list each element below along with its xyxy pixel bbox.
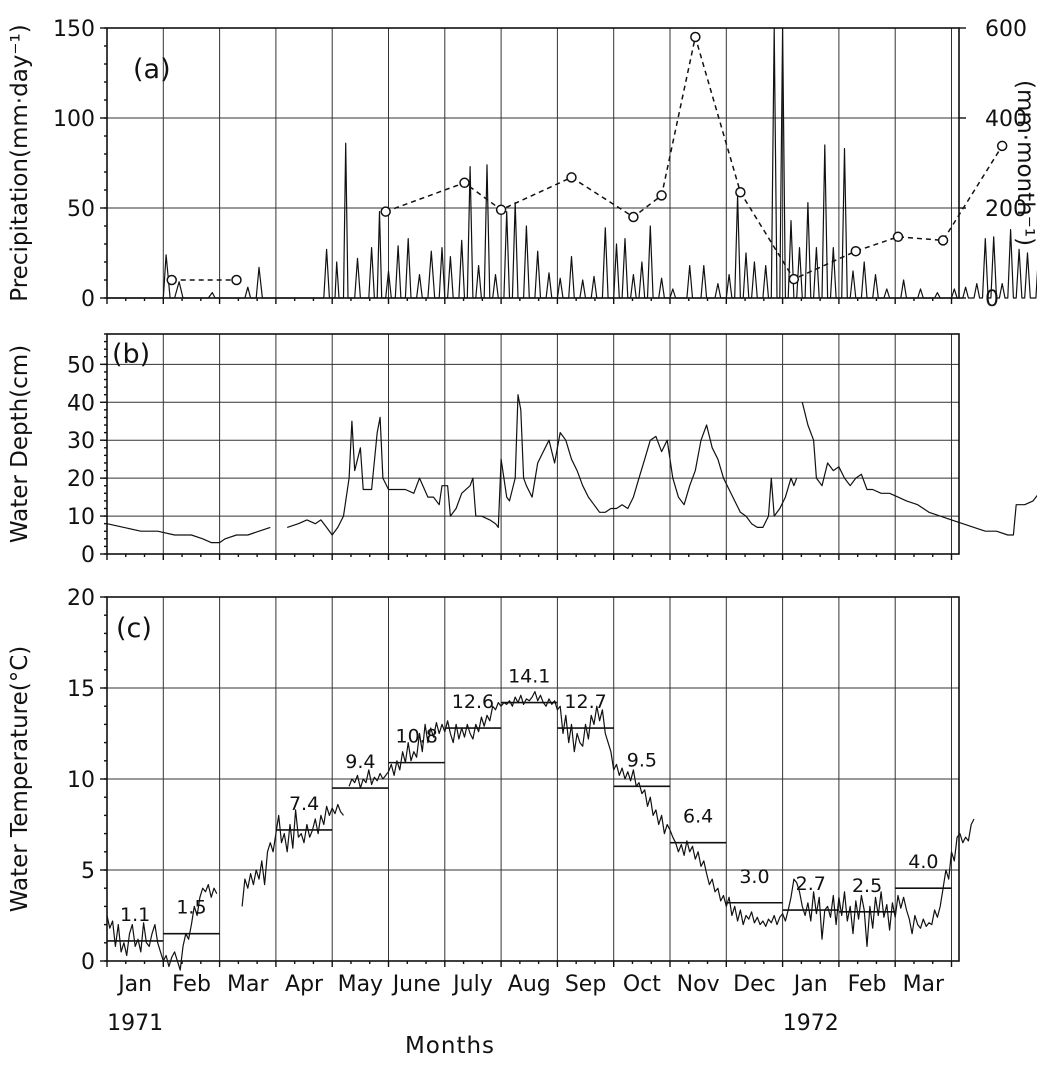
monthly-total-marker — [231, 274, 242, 286]
panel-a-data — [107, 27, 1037, 299]
y-tick-label: 5 — [81, 859, 95, 884]
y-right-tick-label: 200 — [985, 197, 1027, 222]
monthly-total-marker — [656, 190, 667, 201]
year-label: 1971 — [107, 1011, 163, 1036]
month-label: Nov — [677, 972, 720, 997]
monthly-total-marker — [850, 245, 862, 257]
y-tick-label: 30 — [67, 429, 95, 454]
water-depth-line — [106, 523, 271, 544]
y-right-tick-label: 600 — [985, 17, 1027, 42]
y-tick-label: 20 — [67, 586, 95, 611]
water-temperature-line — [348, 690, 975, 948]
monthly-total-marker — [788, 273, 800, 285]
panel-b-frame — [106, 333, 960, 555]
monthly-mean-label: 12.6 — [452, 691, 494, 713]
panel-a-grid — [107, 27, 959, 299]
monthly-mean-label: 1.1 — [120, 904, 150, 926]
month-label: Mar — [903, 972, 945, 997]
month-label: May — [338, 972, 383, 997]
panel-a-right-axis-label: (mm·month⁻¹) — [1012, 80, 1037, 246]
panel-b: 0 10 20 30 40 50 (b) Water Depth(cm) — [7, 333, 1037, 568]
monthly-total-marker — [495, 204, 507, 216]
month-label: June — [391, 972, 441, 997]
monthly-total-marker — [166, 274, 177, 286]
monthly-total-marker — [380, 206, 391, 217]
panel-b-y-axis-label: Water Depth(cm) — [7, 345, 33, 543]
panel-a-label: (a) — [133, 54, 171, 85]
month-label: Feb — [848, 972, 887, 997]
panel-c-data: 1.1 1.5 7.4 9.4 10.8 12.6 14.1 12.7 9.5 6.4 3.0 2.7… — [106, 666, 975, 971]
monthly-mean-label: 2.5 — [852, 875, 882, 897]
y-tick-label: 40 — [67, 391, 95, 416]
y-right-tick-label: 400 — [985, 107, 1027, 132]
precipitation-monthly-line — [385, 36, 1003, 281]
panel-a: 0 50 100 150 0 200 400 600 (a) Precipitation(mm… — [7, 17, 1037, 312]
monthly-mean-label: 7.4 — [289, 793, 319, 815]
panel-c-grid — [107, 596, 959, 962]
monthly-mean-label: 2.7 — [796, 873, 826, 895]
panel-b-data — [106, 394, 1037, 544]
y-tick-label: 10 — [67, 768, 95, 793]
monthly-mean-label: 12.7 — [564, 691, 606, 713]
y-tick-label: 0 — [81, 543, 95, 568]
panel-a-ticks: 0 50 100 150 0 200 400 600 — [53, 17, 1027, 312]
y-tick-label: 0 — [81, 287, 95, 312]
y-tick-label: 15 — [67, 677, 95, 702]
month-label: Dec — [733, 972, 776, 997]
y-tick-label: 50 — [67, 353, 95, 378]
monthly-mean-label: 14.1 — [508, 666, 550, 688]
water-depth-line — [801, 402, 1037, 536]
y-tick-label: 100 — [53, 107, 95, 132]
monthly-mean-label: 1.5 — [176, 897, 206, 919]
monthly-mean-label: 9.4 — [345, 751, 375, 773]
monthly-mean-label: 3.0 — [739, 866, 769, 888]
y-tick-label: 0 — [81, 950, 95, 975]
y-tick-label: 10 — [67, 505, 95, 530]
y-right-tick-label: 0 — [985, 287, 999, 312]
monthly-total-marker — [735, 187, 746, 198]
panel-a-y-axis-label: Precipitation(mm·day⁻¹) — [7, 24, 33, 302]
panel-c-y-axis-label: Water Temperature(°C) — [7, 646, 33, 913]
panel-a-frame — [106, 27, 960, 299]
y-tick-label: 20 — [67, 467, 95, 492]
monthly-total-marker — [459, 177, 470, 189]
panel-c-label: (c) — [116, 613, 152, 644]
monthly-total-marker — [937, 235, 949, 246]
monthly-total-marker — [628, 211, 639, 223]
monthly-mean-label: 10.8 — [395, 726, 437, 748]
panel-b-grid — [107, 334, 959, 555]
water-temperature-line — [241, 803, 344, 907]
year-label: 1972 — [783, 1011, 839, 1036]
y-tick-label: 150 — [53, 17, 95, 42]
y-tick-label: 50 — [67, 197, 95, 222]
month-label: Jan — [116, 972, 152, 997]
panel-b-ticks: 0 10 20 30 40 50 — [67, 333, 953, 568]
month-label: July — [451, 972, 493, 997]
monthly-total-marker — [996, 140, 1008, 152]
monthly-total-marker — [892, 231, 904, 243]
monthly-total-marker — [690, 31, 701, 43]
monthly-mean-label: 6.4 — [683, 806, 713, 828]
precipitation-daily-line — [107, 27, 1037, 299]
monthly-mean-label: 9.5 — [627, 749, 657, 771]
month-label: Oct — [623, 972, 661, 997]
monthly-mean-label: 4.0 — [908, 851, 938, 873]
panel-c: 1.1 1.5 7.4 9.4 10.8 12.6 14.1 12.7 9.5 6.4 3.0 2.7… — [7, 586, 975, 975]
panel-b-label: (b) — [112, 339, 150, 370]
water-depth-line — [287, 394, 798, 536]
x-axis: Jan Feb Mar Apr May June July Aug Sep Oct Nov Dec Ja… — [107, 972, 945, 1036]
month-label: Mar — [227, 972, 269, 997]
panel-c-ticks: 0 5 10 15 20 — [67, 586, 953, 975]
month-label: Apr — [285, 972, 324, 997]
monthly-total-marker — [566, 172, 577, 183]
x-axis-title: Months — [405, 1033, 495, 1059]
month-label: Sep — [565, 972, 606, 997]
month-label: Jan — [792, 972, 828, 997]
month-label: Feb — [172, 972, 211, 997]
month-label: Aug — [508, 972, 551, 997]
water-temperature-line — [106, 883, 218, 971]
